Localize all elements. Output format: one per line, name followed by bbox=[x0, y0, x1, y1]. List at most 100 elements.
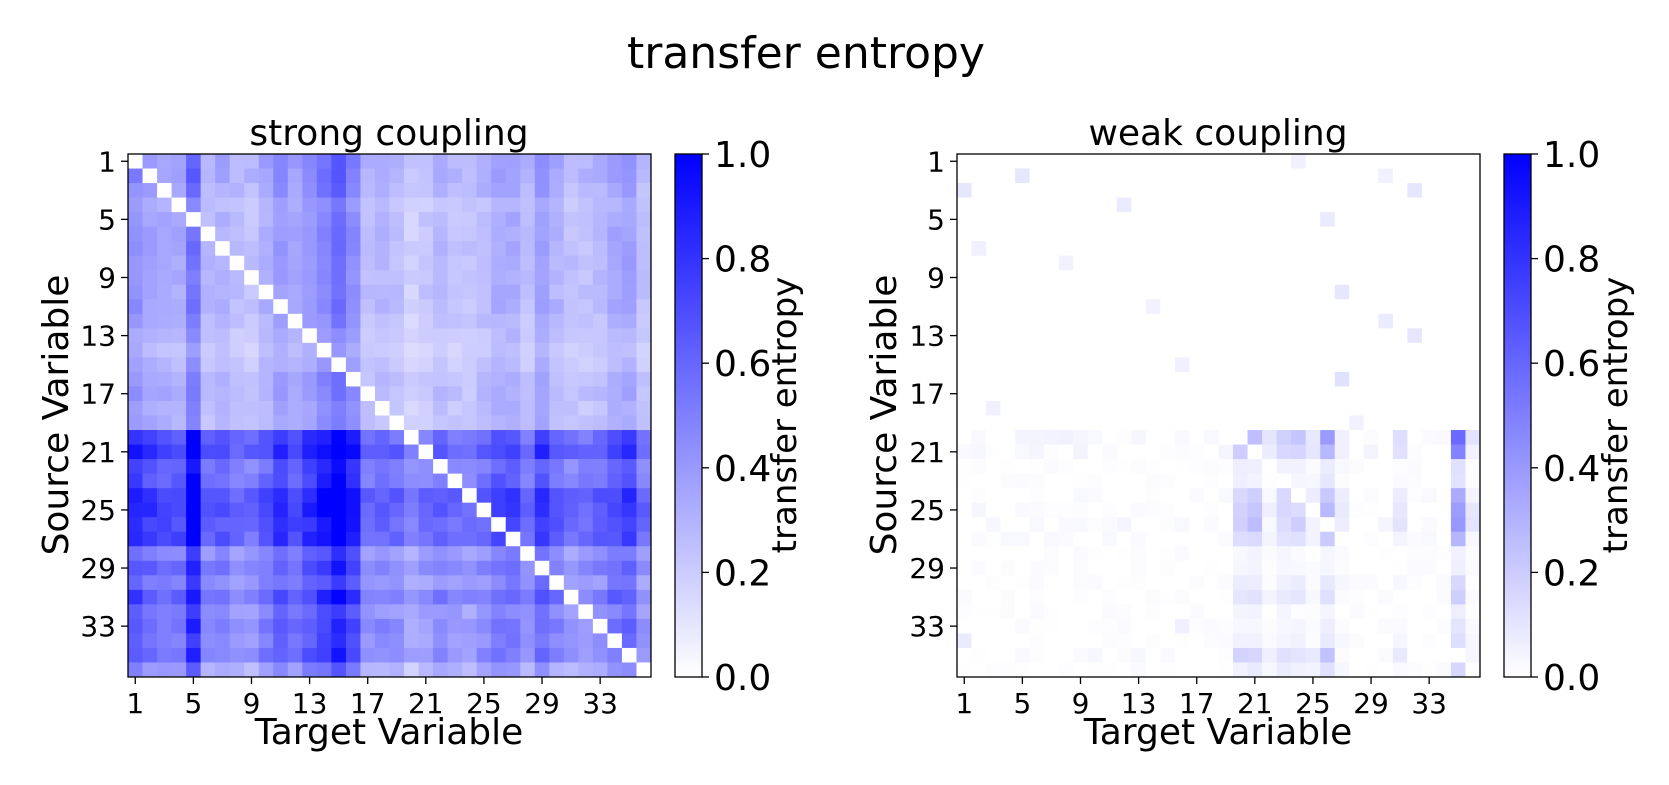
heatmap-cell bbox=[1334, 371, 1350, 387]
heatmap-cell bbox=[1029, 168, 1045, 184]
heatmap-cell bbox=[1247, 212, 1263, 228]
weak-coupling-colorbar-label: transfer entropy bbox=[1596, 277, 1636, 554]
heatmap-cell bbox=[316, 386, 332, 402]
heatmap-cell bbox=[534, 284, 550, 300]
heatmap-cell bbox=[273, 633, 289, 649]
heatmap-cell bbox=[1291, 212, 1307, 228]
heatmap-cell bbox=[1276, 226, 1292, 242]
heatmap-cell bbox=[1087, 604, 1103, 620]
heatmap-cell bbox=[1058, 430, 1074, 445]
heatmap-cell bbox=[563, 284, 579, 300]
heatmap-cell bbox=[374, 575, 390, 591]
heatmap-cell bbox=[1000, 502, 1016, 518]
heatmap-cell bbox=[287, 241, 303, 257]
heatmap-cell bbox=[986, 342, 1001, 358]
heatmap-cell bbox=[287, 183, 303, 198]
weak-coupling-heatmap bbox=[957, 154, 1481, 678]
heatmap-cell bbox=[374, 633, 390, 649]
heatmap-cell bbox=[986, 604, 1001, 620]
heatmap-cell bbox=[491, 662, 507, 678]
heatmap-cell bbox=[1218, 502, 1234, 518]
heatmap-cell bbox=[534, 415, 550, 431]
heatmap-cell bbox=[957, 444, 972, 460]
heatmap-cell bbox=[316, 647, 332, 663]
heatmap-cell bbox=[636, 662, 652, 678]
heatmap-cell bbox=[433, 168, 449, 184]
heatmap-cell bbox=[345, 430, 361, 445]
heatmap-cell bbox=[171, 284, 187, 300]
heatmap-cell bbox=[418, 430, 434, 445]
heatmap-cell bbox=[1450, 400, 1466, 416]
heatmap-cell bbox=[1044, 154, 1060, 169]
heatmap-cell bbox=[1407, 415, 1423, 431]
heatmap-cell bbox=[1276, 589, 1292, 605]
heatmap-cell bbox=[549, 618, 565, 634]
heatmap-cell bbox=[1320, 575, 1336, 591]
heatmap-cell bbox=[607, 299, 623, 315]
heatmap-cell bbox=[287, 357, 303, 373]
heatmap-cell bbox=[1262, 517, 1278, 533]
heatmap-cell bbox=[1102, 328, 1118, 344]
heatmap-cell bbox=[1465, 212, 1481, 228]
heatmap-cell bbox=[1203, 328, 1219, 344]
heatmap-cell bbox=[171, 154, 187, 169]
heatmap-cell bbox=[273, 560, 289, 576]
heatmap-cell bbox=[462, 400, 478, 416]
heatmap-cell bbox=[1044, 415, 1060, 431]
heatmap-cell bbox=[636, 618, 652, 634]
heatmap-cell bbox=[491, 241, 507, 257]
heatmap-cell bbox=[505, 415, 521, 431]
heatmap-cell bbox=[345, 313, 361, 329]
heatmap-cell bbox=[1421, 517, 1437, 533]
heatmap-cell bbox=[1450, 284, 1466, 300]
heatmap-cell bbox=[258, 342, 274, 358]
heatmap-cell bbox=[360, 502, 376, 518]
heatmap-cell bbox=[1000, 226, 1016, 242]
heatmap-cell bbox=[476, 662, 492, 678]
heatmap-cell bbox=[200, 473, 216, 489]
heatmap-cell bbox=[128, 575, 143, 591]
heatmap-cell bbox=[1349, 212, 1365, 228]
heatmap-cell bbox=[1407, 197, 1423, 213]
heatmap-cell bbox=[1131, 589, 1147, 605]
heatmap-cell bbox=[1116, 357, 1132, 373]
heatmap-cell bbox=[171, 517, 187, 533]
heatmap-cell bbox=[1436, 212, 1452, 228]
heatmap-cell bbox=[1407, 183, 1423, 198]
heatmap-cell bbox=[229, 662, 245, 678]
heatmap-cell bbox=[433, 415, 449, 431]
heatmap-cell bbox=[971, 313, 987, 329]
heatmap-cell bbox=[578, 241, 594, 257]
heatmap-cell bbox=[1044, 226, 1060, 242]
x-tick-label: 17 bbox=[350, 687, 386, 720]
heatmap-cell bbox=[592, 371, 608, 387]
heatmap-cell bbox=[1233, 357, 1248, 373]
heatmap-cell bbox=[1421, 531, 1437, 547]
heatmap-cell bbox=[215, 386, 231, 402]
heatmap-cell bbox=[287, 328, 303, 344]
heatmap-cell bbox=[1262, 444, 1278, 460]
heatmap-cell bbox=[1276, 430, 1292, 445]
heatmap-cell bbox=[1436, 647, 1452, 663]
heatmap-cell bbox=[1203, 168, 1219, 184]
heatmap-cell bbox=[1000, 618, 1016, 634]
heatmap-cell bbox=[1015, 241, 1031, 257]
heatmap-cell bbox=[244, 473, 260, 489]
heatmap-cell bbox=[505, 459, 521, 475]
heatmap-cell bbox=[1378, 589, 1394, 605]
heatmap-cell bbox=[1291, 284, 1307, 300]
heatmap-cell bbox=[1189, 313, 1205, 329]
heatmap-cell bbox=[1058, 154, 1074, 169]
heatmap-cell bbox=[128, 284, 143, 300]
heatmap-cell bbox=[520, 313, 536, 329]
heatmap-cell bbox=[957, 647, 972, 663]
heatmap-cell bbox=[186, 270, 202, 286]
heatmap-cell bbox=[331, 226, 347, 242]
heatmap-cell bbox=[491, 357, 507, 373]
heatmap-cell bbox=[433, 459, 449, 475]
heatmap-cell bbox=[128, 531, 143, 547]
heatmap-cell bbox=[1320, 255, 1336, 271]
heatmap-cell bbox=[258, 415, 274, 431]
heatmap-cell bbox=[1276, 386, 1292, 402]
heatmap-cell bbox=[1450, 502, 1466, 518]
